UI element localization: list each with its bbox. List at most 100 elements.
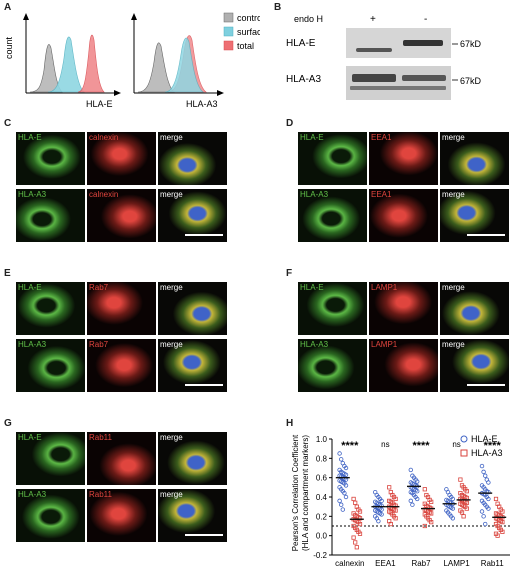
micrograph-merge-top: merge [440,282,509,335]
point-hla-a3 [500,529,505,534]
band-hla-a3-plus [352,74,396,82]
panel-label-h: H [286,418,294,429]
micrograph-merge-top: merge [158,282,227,335]
x-tick-label: LAMP1 [443,559,470,568]
y-tick-label: 0.0 [316,532,328,541]
x-tick-label: Rab11 [481,559,505,568]
significance-label: ns [381,440,389,449]
micrograph-hla-a3-bottom: HLA-A3 [298,189,367,242]
micrograph-eea1-top: EEA1 [369,132,438,185]
point-hla-e [376,518,381,524]
point-hla-e [486,489,491,495]
y-tick-label: 0.8 [316,454,328,463]
legend-control: control [237,13,260,23]
axis-arrow [217,90,224,96]
micrograph-label: HLA-A3 [18,490,47,499]
micrograph-label: HLA-A3 [300,190,329,199]
micrograph-merge-bottom: merge [440,189,509,242]
point-hla-a3 [464,506,469,511]
significance-label: **** [412,440,430,452]
axis-arrow [114,90,121,96]
x-label-hla-a3: HLA-A3 [186,99,218,109]
point-hla-e [343,483,349,488]
micrograph-rab7-top: Rab7 [87,282,156,335]
micrograph-label: HLA-E [18,133,42,142]
micrograph-label: EEA1 [371,133,392,142]
micrograph-label: merge [442,283,465,292]
y-axis-title: Pearson's Correlation Coefficient (HLA a… [291,434,310,551]
y-axis-label-2: (HLA and compartment markers) [301,435,310,551]
point-hla-e [481,514,486,519]
point-hla-e [379,498,384,504]
point-hla-a3 [429,499,434,504]
y-tick-label: 1.0 [316,435,328,444]
micrograph-hla-e-top: HLA-E [298,132,367,185]
micrograph-hla-a3-bottom: HLA-A3 [16,339,85,392]
point-hla-a3 [429,511,434,516]
point-hla-a3 [393,516,398,521]
hist-surface [47,36,85,93]
micrograph-rab11-top: Rab11 [87,432,156,485]
micrograph-hla-e-top: HLA-E [16,132,85,185]
micrograph-calnexin-bottom: calnexin [87,189,156,242]
micrograph-label: HLA-E [18,433,42,442]
micrograph-label: HLA-A3 [18,340,47,349]
micrograph-merge-bottom: merge [158,189,227,242]
point-hla-e [408,498,413,504]
micrograph-rab7-bottom: Rab7 [87,339,156,392]
point-hla-e [479,509,485,514]
point-hla-a3 [464,500,469,505]
micrograph-label: calnexin [89,190,119,199]
point-hla-a3 [388,521,393,527]
hist-surface-2 [164,37,204,93]
point-hla-a3 [351,496,356,502]
micrograph-label: merge [160,190,183,199]
point-hla-e [337,498,342,504]
micrograph-label: merge [442,133,465,142]
point-hla-a3 [393,508,398,513]
micrograph-merge-top: merge [440,132,509,185]
western-blot: endo H + - HLA-E HLA-A3 67kD 67kD [286,14,482,100]
hist-total [77,34,105,93]
micrograph-label: LAMP1 [371,283,398,292]
x-tick-label: EEA1 [375,559,396,568]
point-hla-a3 [353,540,358,545]
point-hla-e [486,506,491,511]
scale-bar [185,234,223,236]
micrograph-hla-a3-bottom: HLA-A3 [16,189,85,242]
panel-label-d: D [286,118,294,129]
point-hla-a3 [387,485,392,490]
flow-histograms: count HLA-E HLA-A3 control surface total [4,12,260,109]
micrograph-label: merge [160,340,183,349]
micrograph-label: merge [160,490,183,499]
lane-plus: + [370,14,376,25]
micrograph-label: LAMP1 [371,340,398,349]
point-hla-a3 [500,509,505,514]
x-label-hla-e: HLA-E [86,99,113,109]
micrograph-rab11-bottom: Rab11 [87,489,156,542]
size-label-1: 67kD [460,39,482,49]
panel-label-g: G [4,418,12,429]
scale-bar [467,234,505,236]
point-hla-e [486,496,491,502]
count-label: count [4,36,14,59]
panel-label-f: F [286,268,293,279]
micrograph-lamp1-top: LAMP1 [369,282,438,335]
point-hla-a3 [357,521,363,527]
point-hla-e [486,480,491,485]
point-hla-e [479,463,485,469]
point-hla-e [482,473,488,478]
row-label-hla-a3: HLA-A3 [286,74,321,85]
y-tick-label: 0.6 [316,474,328,483]
panel-label-a: A [4,2,12,13]
point-hla-a3 [357,531,363,536]
micrograph-eea1-bottom: EEA1 [369,189,438,242]
y-axis-label: Pearson's Correlation Coefficient [291,434,300,551]
pearson-scatter-chart: Pearson's Correlation Coefficient (HLA a… [291,434,510,568]
micrograph-label: merge [442,340,465,349]
legend-surface: surface [237,27,260,37]
point-hla-e [414,479,420,484]
endo-h-label: endo H [294,14,323,24]
point-hla-a3 [393,496,398,502]
axis-arrow [131,13,137,20]
